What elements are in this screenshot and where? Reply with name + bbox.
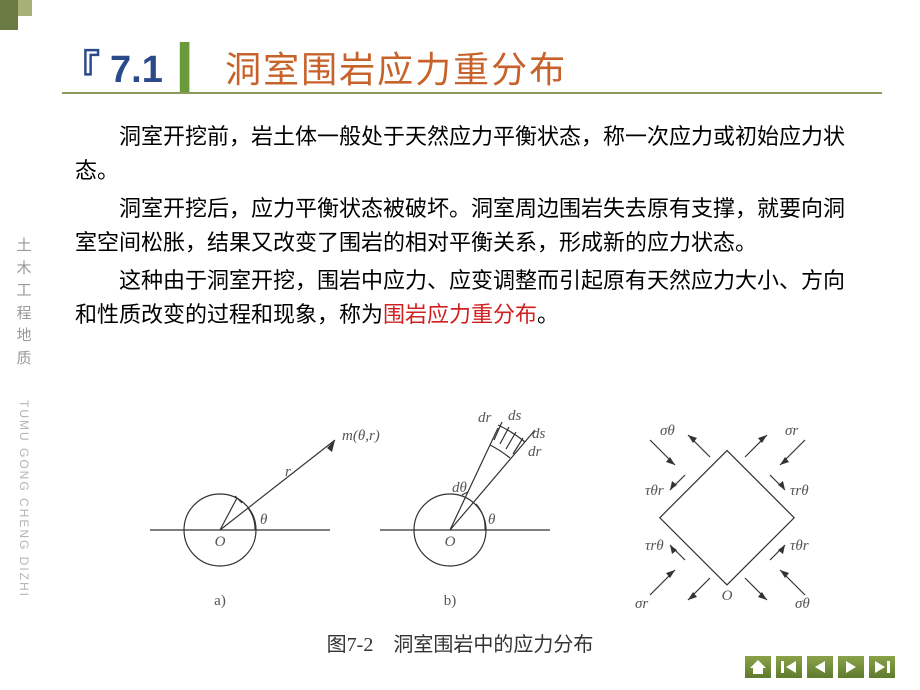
svg-text:dθ: dθ <box>452 480 468 496</box>
paragraph-3: 这种由于洞室开挖，围岩中应力、应变调整而引起原有天然应力大小、方向和性质改变的过… <box>75 264 865 332</box>
svg-text:ds: ds <box>532 426 546 442</box>
nav-first-button[interactable] <box>776 656 802 678</box>
svg-text:θ: θ <box>488 512 496 528</box>
svg-text:m(θ,r): m(θ,r) <box>342 428 380 444</box>
svg-text:O: O <box>215 534 226 550</box>
svg-text:σθ: σθ <box>795 596 810 612</box>
svg-text:σr: σr <box>785 423 798 439</box>
figure-caption: 图7-2 洞室围岩中的应力分布 <box>0 628 920 657</box>
title-underline <box>62 92 882 94</box>
nav-prev-button[interactable] <box>807 656 833 678</box>
svg-text:τθr: τθr <box>645 483 664 499</box>
svg-text:r: r <box>285 464 291 480</box>
svg-text:τrθ: τrθ <box>645 538 664 554</box>
svg-text:σθ: σθ <box>660 423 675 439</box>
svg-text:σr: σr <box>635 596 648 612</box>
svg-text:dr: dr <box>478 410 492 426</box>
svg-text:b): b) <box>444 593 457 609</box>
nav-home-button[interactable] <box>745 656 771 678</box>
section-number: 7.1 <box>110 49 163 91</box>
svg-text:θ: θ <box>260 512 268 528</box>
sidebar-title-pinyin: TUMU GONG CHENG DIZHI <box>14 400 34 598</box>
svg-text:τθr: τθr <box>790 538 809 554</box>
svg-text:dr: dr <box>528 444 542 460</box>
nav-next-button[interactable] <box>838 656 864 678</box>
figure-7-2: O θ r m(θ,r) a) O θ dθ dr dr <box>100 380 820 620</box>
svg-text:O: O <box>722 588 733 604</box>
svg-text:ds: ds <box>508 408 522 424</box>
svg-text:a): a) <box>214 593 226 609</box>
nav-last-button[interactable] <box>869 656 895 678</box>
svg-text:τrθ: τrθ <box>790 483 809 499</box>
title-separator: ▎ <box>181 44 213 91</box>
body-text: 洞室开挖前，岩土体一般处于天然应力平衡状态，称一次应力或初始应力状态。 洞室开挖… <box>75 120 865 337</box>
highlight-term: 围岩应力重分布 <box>383 302 537 327</box>
title-bracket: 『 <box>62 49 100 91</box>
section-title: 『 7.1 ▎ 洞室围岩应力重分布 <box>62 38 872 93</box>
sidebar-title-cn: 土木工程地质 <box>14 235 34 370</box>
nav-buttons <box>744 656 895 678</box>
title-text: 洞室围岩应力重分布 <box>225 50 567 90</box>
paragraph-1: 洞室开挖前，岩土体一般处于天然应力平衡状态，称一次应力或初始应力状态。 <box>75 120 865 188</box>
paragraph-2: 洞室开挖后，应力平衡状态被破坏。洞室周边围岩失去原有支撑，就要向洞室空间松胀，结… <box>75 192 865 260</box>
svg-text:O: O <box>445 534 456 550</box>
